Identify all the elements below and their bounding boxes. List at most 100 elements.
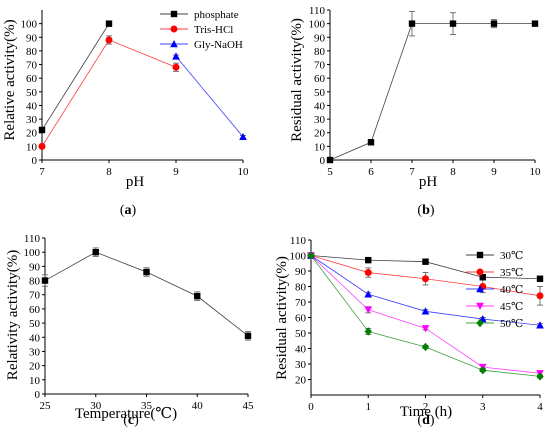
y-tick-label: 100 — [290, 251, 307, 263]
series-line — [41, 23, 110, 131]
panel-label: (d) — [417, 413, 434, 428]
x-tick-label: 7 — [409, 166, 415, 178]
x-tick-label: 6 — [368, 166, 374, 178]
y-tick-label: 90 — [295, 266, 307, 278]
x-tick-label: 3 — [480, 401, 486, 413]
y-tick-label: 70 — [295, 297, 307, 309]
data-point — [490, 20, 498, 27]
legend-label: 35℃ — [500, 267, 523, 279]
y-tick-label: 30 — [314, 114, 326, 126]
panel-d: 20 30 40 50 60 70 80 90 100 110 0 1 2 3 4 Time (h) Resid… — [274, 235, 544, 428]
x-tick-label: 30 — [90, 400, 102, 412]
x-tick-label: 10 — [530, 166, 542, 178]
x-tick-label: 40 — [192, 400, 204, 412]
legend-marker — [476, 318, 484, 328]
data-point — [105, 36, 113, 44]
data-point — [422, 275, 429, 283]
data-point — [367, 139, 375, 146]
data-point — [421, 307, 430, 315]
legend-marker — [476, 285, 484, 293]
data-point — [422, 258, 429, 265]
y-tick-label: 90 — [26, 32, 38, 44]
y-tick-label: 80 — [314, 46, 326, 58]
data-point — [38, 142, 46, 150]
y-tick-label: 40 — [314, 100, 326, 112]
y-tick-label: 10 — [26, 141, 38, 153]
y-axis-label: Residual activity(%) — [289, 18, 305, 142]
x-tick-label: 8 — [106, 166, 112, 178]
y-tick-label: 0 — [35, 389, 41, 401]
y-tick-label: 60 — [29, 304, 41, 316]
y-tick-label: 20 — [314, 128, 326, 140]
series-phosphate — [38, 20, 113, 134]
y-tick-label: 50 — [29, 318, 41, 330]
series-main — [326, 10, 539, 164]
data-point — [449, 20, 457, 27]
data-point — [326, 156, 334, 164]
y-tick-label: 10 — [29, 375, 41, 387]
x-tick-label: 8 — [450, 166, 456, 178]
series-line — [175, 56, 244, 138]
data-point — [172, 63, 180, 71]
data-point — [92, 248, 99, 256]
data-point — [364, 290, 373, 298]
data-point — [364, 269, 372, 277]
x-tick-label: 4 — [537, 401, 543, 413]
y-tick-label: 30 — [295, 359, 307, 371]
y-tick-label: 30 — [29, 346, 41, 358]
y-tick-label: 40 — [29, 332, 41, 344]
series-tris-hcl — [38, 35, 180, 150]
y-tick-label: 70 — [26, 60, 38, 72]
series-gly-naoh — [172, 52, 247, 141]
y-tick-label: 100 — [24, 247, 41, 259]
x-tick-label: 1 — [366, 401, 372, 413]
x-tick-label: 9 — [173, 166, 179, 178]
data-point — [479, 274, 486, 281]
x-tick-label: 45 — [243, 400, 255, 412]
panel-label: (a) — [120, 203, 137, 218]
y-tick-label: 30 — [26, 114, 38, 126]
y-tick-label: 50 — [314, 87, 326, 99]
x-tick-label: 10 — [238, 166, 250, 178]
data-point — [244, 332, 252, 340]
y-axis-label: Residual activity(%) — [274, 256, 290, 380]
panel-label: (b) — [417, 203, 434, 218]
data-point — [143, 268, 150, 276]
legend-label: 50℃ — [500, 318, 523, 330]
y-tick-label: 40 — [26, 100, 38, 112]
data-point — [536, 321, 544, 329]
data-point — [365, 256, 372, 264]
y-tick-label: 100 — [21, 19, 38, 31]
data-point — [531, 20, 539, 27]
data-point — [421, 342, 430, 352]
data-point — [307, 251, 315, 260]
series-line — [44, 251, 249, 337]
data-point — [479, 366, 487, 375]
legend-label: phosphate — [194, 9, 239, 21]
y-tick-label: 80 — [26, 46, 38, 58]
legend-label: Tris-HCl — [194, 24, 233, 36]
y-tick-label: 40 — [295, 344, 307, 356]
y-tick-label: 60 — [314, 73, 326, 85]
y-tick-label: 50 — [26, 87, 38, 99]
y-tick-label: 20 — [295, 375, 307, 387]
x-axis-label: pH — [419, 174, 438, 190]
data-point — [38, 126, 46, 134]
y-tick-label: 110 — [309, 5, 326, 17]
y-tick-label: 80 — [295, 282, 307, 294]
legend: 30℃ 35℃ 40℃ 45℃ 50℃ — [466, 250, 523, 330]
legend: phosphate Tris-HCl Gly-NaOH — [160, 9, 243, 51]
data-point — [421, 325, 430, 333]
data-point — [41, 277, 49, 284]
y-tick-label: 20 — [29, 361, 41, 373]
data-point — [364, 306, 373, 314]
y-tick-label: 10 — [314, 141, 326, 153]
y-tick-label: 70 — [29, 290, 41, 302]
y-axis-label: Relativity activity(%) — [5, 250, 21, 380]
panel-c: 0 10 20 30 40 50 60 70 80 90 100 110 25 30 35 40 45 Tempe… — [5, 233, 254, 428]
legend-label: Gly-NaOH — [194, 39, 243, 51]
x-tick-label: 7 — [39, 166, 45, 178]
data-point — [239, 132, 247, 141]
